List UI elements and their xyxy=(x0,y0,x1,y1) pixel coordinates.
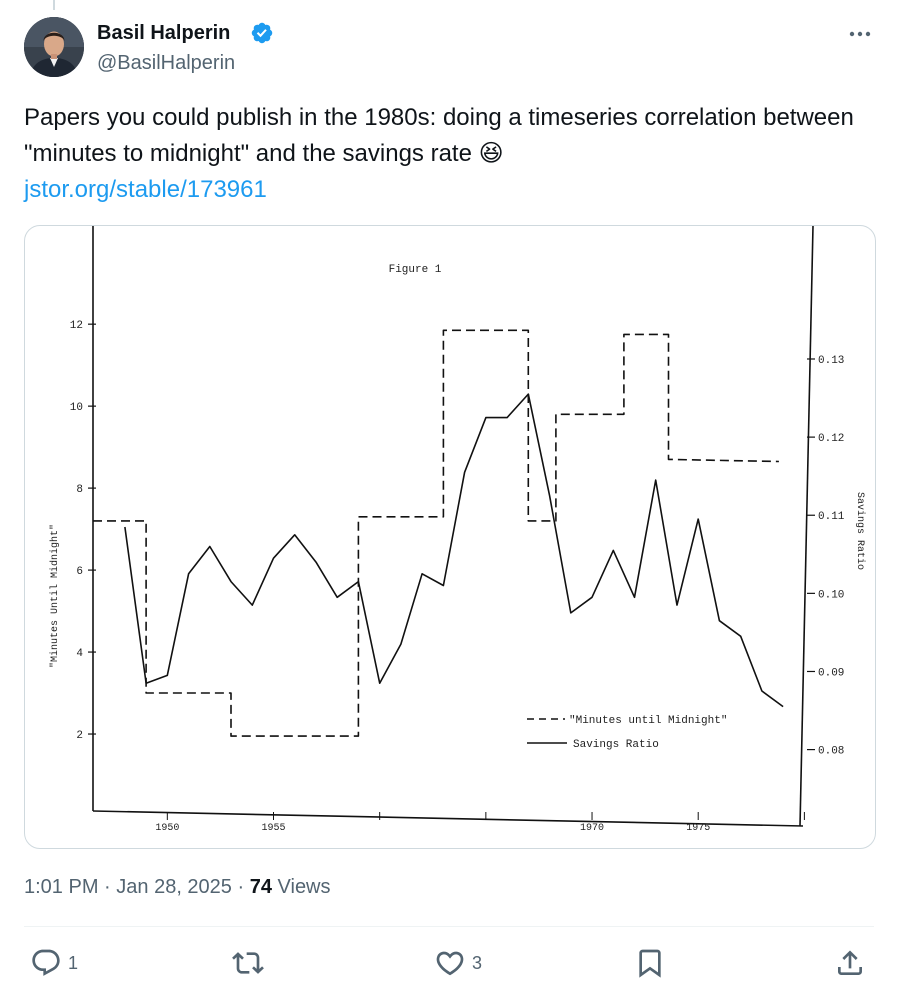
y-tick-label: 2 xyxy=(76,730,83,742)
reply-button[interactable]: 1 xyxy=(30,946,78,980)
avatar[interactable] xyxy=(24,17,84,77)
figure-chart: Figure 1 "Minutes Until Midnight" Saving… xyxy=(49,226,866,834)
like-button[interactable]: 3 xyxy=(434,946,482,980)
x-tick-label: 1950 xyxy=(155,823,179,834)
y-tick-label: 10 xyxy=(70,402,83,414)
tweet-meta: 1:01 PM · Jan 28, 2025 · 74 Views xyxy=(24,874,331,900)
retweet-button[interactable] xyxy=(232,946,270,980)
legend-label-minutes: "Minutes until Midnight" xyxy=(569,715,727,727)
y-tick-label: 8 xyxy=(76,484,83,496)
share-icon xyxy=(838,950,862,975)
y-axis-label: "Minutes Until Midnight" xyxy=(49,524,61,668)
y2-tick-label: 0.13 xyxy=(818,355,844,367)
y2-tick-label: 0.10 xyxy=(818,589,844,601)
reply-count: 1 xyxy=(68,952,79,973)
meta-separator: · xyxy=(237,876,250,898)
y2-tick-label: 0.09 xyxy=(818,667,844,679)
y2-tick-label: 0.12 xyxy=(818,433,844,445)
tweet-link[interactable]: jstor.org/stable/173961 xyxy=(24,176,267,203)
like-icon xyxy=(436,951,464,976)
thread-connector-line xyxy=(53,0,55,10)
chart-frame xyxy=(92,226,814,827)
chart-title: Figure 1 xyxy=(389,264,442,276)
x-tick-label: 1970 xyxy=(580,823,604,834)
post-date[interactable]: Jan 28, 2025 xyxy=(116,876,232,898)
reply-icon xyxy=(32,949,60,976)
y2-tick-label: 0.08 xyxy=(818,746,844,758)
author-handle[interactable]: @BasilHalperin xyxy=(97,52,236,74)
y-tick-label: 12 xyxy=(70,320,83,332)
bottom-axis-line xyxy=(92,810,804,827)
more-icon[interactable] xyxy=(842,22,878,46)
y2-axis-label: Savings Ratio xyxy=(854,492,866,570)
verified-badge-icon xyxy=(251,22,273,44)
share-button[interactable] xyxy=(834,946,866,980)
y-tick-label: 4 xyxy=(76,648,83,660)
y-tick-label: 6 xyxy=(76,566,83,578)
retweet-icon xyxy=(232,952,264,974)
like-count: 3 xyxy=(472,952,483,973)
views-count: 74 xyxy=(249,876,272,898)
post-time[interactable]: 1:01 PM xyxy=(24,876,99,898)
x-tick-label: 1975 xyxy=(686,823,710,834)
x-tick-label: 1955 xyxy=(261,823,285,834)
bookmark-icon xyxy=(639,949,661,978)
tweet-text: Papers you could publish in the 1980s: d… xyxy=(24,104,854,167)
views-label: Views xyxy=(277,876,331,898)
divider xyxy=(24,926,874,927)
series-minutes-line xyxy=(93,329,779,737)
author-name[interactable]: Basil Halperin xyxy=(97,22,231,44)
legend-label-savings: Savings Ratio xyxy=(573,739,659,751)
series-savings-line xyxy=(124,393,784,708)
y2-tick-label: 0.11 xyxy=(818,511,845,523)
right-axis-line xyxy=(799,226,814,827)
avatar-image xyxy=(24,17,84,77)
bookmark-button[interactable] xyxy=(634,946,666,980)
tweet-media-image[interactable]: Figure 1 "Minutes Until Midnight" Saving… xyxy=(24,225,876,849)
meta-separator: · xyxy=(104,876,117,898)
